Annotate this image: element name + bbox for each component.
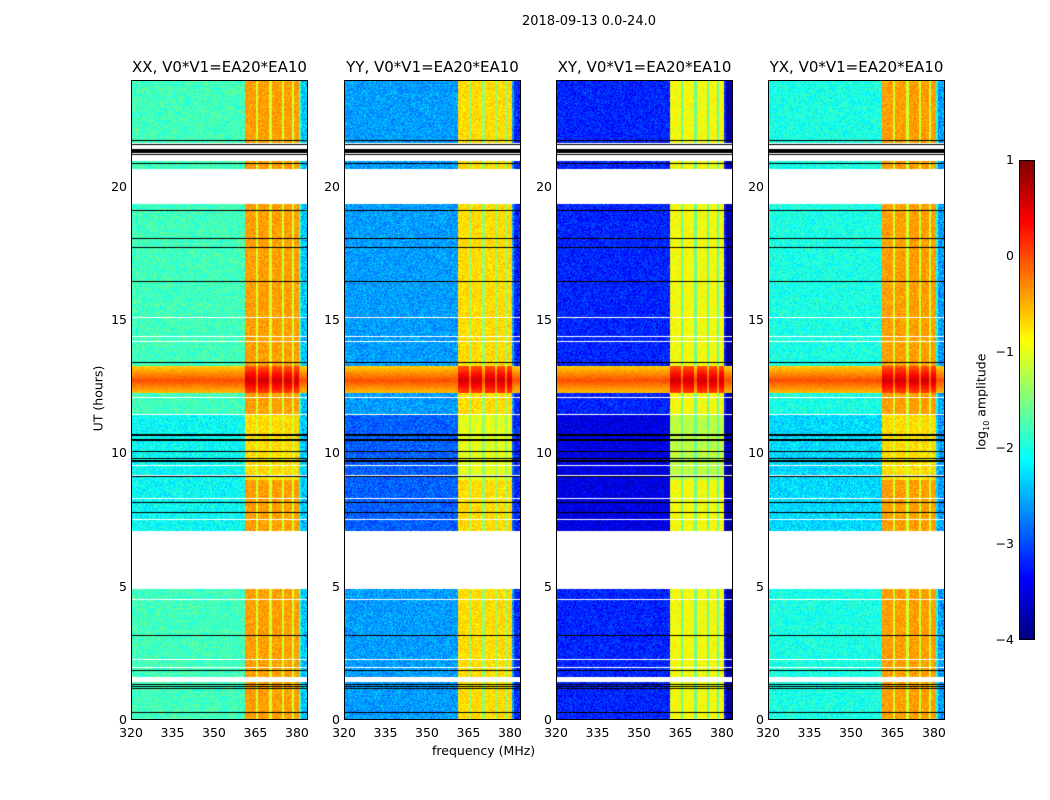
y-tick-label: 20 xyxy=(324,178,340,194)
x-tick-label: 335 xyxy=(797,725,822,740)
x-tick-label: 380 xyxy=(710,725,734,740)
panel-title: XX, V0*V1=EA20*EA10 xyxy=(132,58,307,76)
panel-title: XY, V0*V1=EA20*EA10 xyxy=(557,58,732,76)
x-tick-label: 365 xyxy=(243,725,268,740)
figure-title: 2018-09-13 0.0-24.0 xyxy=(522,14,656,29)
x-tick-label: 350 xyxy=(415,725,439,740)
y-tick-label: 5 xyxy=(756,578,764,594)
y-tick-label: 15 xyxy=(111,312,127,327)
x-tick-label: 320 xyxy=(332,725,356,740)
heatmap-image xyxy=(769,81,944,719)
x-tick-label: 365 xyxy=(880,725,905,740)
waterfall-panel xyxy=(344,80,521,720)
panel-title: YY, V0*V1=EA20*EA10 xyxy=(346,58,519,76)
y-tick-label: 5 xyxy=(119,578,127,594)
x-axis-label: frequency (MHz) xyxy=(432,743,536,758)
waterfall-panel xyxy=(556,80,733,720)
y-tick-label: 0 xyxy=(332,712,340,727)
x-tick-label: 335 xyxy=(160,725,185,740)
colorbar-tick-label: 0 xyxy=(1006,248,1014,263)
y-tick-label: 20 xyxy=(111,178,127,194)
y-tick-label: 5 xyxy=(544,578,552,594)
colorbar-tick-label: 1 xyxy=(1006,152,1014,167)
waterfall-panel xyxy=(131,80,308,720)
panel-title: YX, V0*V1=EA20*EA10 xyxy=(769,58,944,76)
x-tick-label: 380 xyxy=(498,725,522,740)
waterfall-panel xyxy=(768,80,945,720)
heatmap-image xyxy=(132,81,307,719)
y-tick-label: 20 xyxy=(536,178,552,194)
x-tick-label: 320 xyxy=(544,725,568,740)
y-tick-label: 15 xyxy=(324,312,340,327)
y-tick-label: 10 xyxy=(536,445,552,461)
y-tick-label: 20 xyxy=(748,178,764,194)
y-tick-label: 0 xyxy=(544,712,552,727)
y-tick-label: 10 xyxy=(324,445,340,461)
y-tick-label: 0 xyxy=(756,712,764,727)
heatmap-image xyxy=(557,81,732,719)
x-tick-label: 365 xyxy=(456,725,481,740)
x-tick-label: 380 xyxy=(285,725,309,740)
colorbar xyxy=(1019,160,1035,640)
x-tick-label: 350 xyxy=(202,725,226,740)
x-tick-label: 320 xyxy=(119,725,143,740)
y-tick-label: 10 xyxy=(111,445,127,461)
colorbar-tick-label: −4 xyxy=(995,632,1014,647)
x-tick-label: 350 xyxy=(839,725,863,740)
y-tick-label: 10 xyxy=(748,445,764,461)
y-tick-label: 15 xyxy=(748,312,764,327)
x-tick-label: 350 xyxy=(627,725,651,740)
colorbar-tick-label: −2 xyxy=(995,440,1014,455)
y-tick-label: 5 xyxy=(332,578,340,594)
heatmap-image xyxy=(345,81,520,719)
y-tick-label: 15 xyxy=(536,312,552,327)
y-tick-label: 0 xyxy=(119,712,127,727)
x-tick-label: 365 xyxy=(668,725,693,740)
y-axis-label: UT (hours) xyxy=(90,365,106,432)
x-tick-label: 380 xyxy=(922,725,946,740)
x-tick-label: 335 xyxy=(585,725,610,740)
colorbar-label: log10 amplitude xyxy=(973,353,991,450)
x-tick-label: 320 xyxy=(756,725,780,740)
x-tick-label: 335 xyxy=(373,725,398,740)
colorbar-tick-label: −3 xyxy=(995,536,1014,551)
colorbar-tick-label: −1 xyxy=(995,344,1014,359)
